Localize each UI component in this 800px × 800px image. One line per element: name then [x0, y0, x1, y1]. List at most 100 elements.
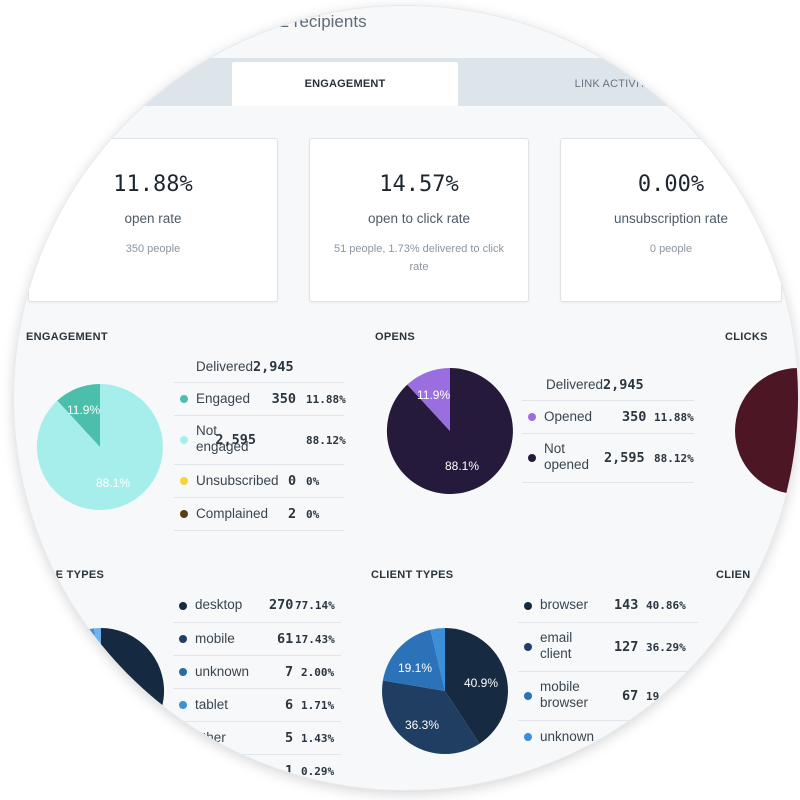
opens-pie-chart: 11.9% 88.1%: [386, 367, 513, 494]
client-types-section-title: CLIENT TYPES: [371, 569, 454, 581]
client-types-legend: browser 143 40.86% email client 127 36.2…: [518, 590, 698, 753]
pie-slice-email-client: [382, 680, 480, 754]
pie-slice-unknown: [74, 629, 101, 691]
legend-row-not-opened: Not opened 2,595 88.12%: [522, 433, 694, 483]
legend-percent: 0%: [306, 475, 320, 488]
unsubscription-card: 0.00% unsubscription rate 0 people: [560, 138, 782, 302]
legend-percent: 19.14%: [646, 690, 686, 703]
legend-row-last: 1 0.29%: [173, 754, 341, 787]
legend-count: 350: [622, 409, 647, 425]
last-dot-icon: [179, 767, 187, 775]
legend-label: email client: [540, 630, 573, 661]
legend-percent: 36.29%: [646, 641, 686, 654]
opens-delivered: Delivered2,945: [522, 370, 694, 400]
legend-label: Engaged: [196, 391, 251, 406]
not-opened-dot-icon: [528, 454, 536, 462]
tab-link-activity[interactable]: LINK ACTIVITY AND C: [574, 78, 692, 90]
delivered-label: Delivered: [196, 359, 254, 374]
open-to-click-value: 14.57%: [379, 172, 459, 197]
legend-label: other: [195, 730, 226, 745]
legend-row-browser: browser 143 40.86%: [518, 590, 698, 622]
recipients-title: ,022 recipients: [256, 12, 367, 31]
unknown-dot-icon: [524, 733, 532, 741]
pie-label-mobile-browser: 19.1%: [398, 661, 432, 675]
legend-count: 350: [271, 391, 296, 407]
mobile-browser-dot-icon: [524, 692, 532, 700]
legend-percent: 17.43%: [295, 633, 335, 646]
pie-label-opened: 11.9%: [417, 388, 450, 402]
pie-slice-desktop: [39, 628, 165, 754]
legend-label: mobile browser: [540, 679, 589, 710]
legend-label: tablet: [195, 697, 229, 712]
email-client-dot-icon: [524, 643, 532, 651]
legend-label: Not opened: [544, 441, 590, 472]
legend-row-opened: Opened 350 11.88%: [522, 400, 694, 433]
legend-count: 127: [614, 639, 639, 655]
engagement-delivered: Delivered2,945: [174, 352, 344, 382]
open-to-click-label: open to click rate: [367, 211, 471, 226]
pie-label-not-opened: 88.1%: [445, 459, 479, 473]
unsubscribed-dot-icon: [180, 477, 188, 485]
device-types-legend: desktop 270 77.14% mobile 61 17.43% unkn…: [173, 590, 341, 787]
legend-label: mobile: [195, 631, 235, 646]
tablet-dot-icon: [179, 701, 187, 709]
legend-row-complained: Complained 2 0%: [174, 497, 344, 531]
not-engaged-dot-icon: [180, 436, 188, 444]
delivered-value: 2,945: [253, 359, 294, 375]
legend-row-unsubscribed: Unsubscribed 0 0%: [174, 464, 344, 497]
open-rate-label: open rate: [124, 211, 182, 226]
open-rate-value: 11.88%: [113, 172, 193, 197]
delivered-label: Delivered: [546, 377, 604, 392]
pie-slice-not-opened: [386, 368, 513, 494]
unsubscription-value: 0.00%: [637, 172, 705, 197]
legend-percent: 88.12%: [654, 452, 694, 465]
client-types-pie-chart: 40.9% 36.3% 19.1%: [382, 628, 508, 754]
pie-label-engaged: 11.9%: [67, 403, 100, 417]
pie-slice-tablet: [86, 628, 101, 691]
open-to-click-card: 14.57% open to click rate 51 people, 1.7…: [309, 138, 529, 302]
magnifier-lens: ,022 recipients ENGAGEMENT LINK ACTIVITY…: [14, 6, 798, 790]
legend-percent: 11.88%: [654, 411, 694, 424]
legend-count: 7: [285, 664, 294, 680]
pie-label-email-client: 36.3%: [405, 718, 439, 732]
legend-percent: 11.88%: [306, 393, 346, 406]
legend-count: 0: [288, 473, 297, 489]
pie-slice-other: [94, 628, 101, 691]
engagement-pie-chart: 11.9% 88.1%: [36, 383, 163, 510]
legend-label: browser: [540, 597, 589, 612]
legend-row-unknown: unknown 7 2.00%: [173, 655, 341, 688]
legend-count: 2,595: [215, 432, 256, 448]
legend-percent: 1.71%: [301, 699, 335, 712]
tab-engagement[interactable]: ENGAGEMENT: [232, 62, 458, 106]
opens-section-title: OPENS: [375, 331, 416, 343]
device-types-section-title: ICE TYPES: [44, 569, 105, 581]
legend-percent: 77.14%: [295, 599, 335, 612]
unsubscription-sub: 0 people: [649, 243, 693, 255]
unknown-dot-icon: [179, 668, 187, 676]
legend-percent: 0.29%: [301, 765, 335, 778]
legend-count: 5: [285, 730, 294, 746]
pie-slice-mobile-browser: [382, 629, 445, 691]
legend-count: 2: [288, 506, 297, 522]
browser-dot-icon: [524, 602, 532, 610]
legend-count: 1: [285, 763, 294, 779]
pie-slice-clicks: [735, 368, 798, 494]
pie-slice-browser: [445, 628, 508, 744]
legend-count: 6: [285, 697, 294, 713]
engagement-section-title: ENGAGEMENT: [26, 331, 108, 343]
open-rate-card: 11.88% open rate 350 people: [28, 138, 278, 302]
legend-row-email-client: email client 127 36.29%: [518, 622, 698, 671]
legend-count: 270: [269, 597, 294, 613]
pie-slice-engaged: [57, 383, 100, 447]
legend-row-mobile: mobile 61 17.43%: [173, 622, 341, 655]
legend-percent: 0%: [306, 508, 320, 521]
mobile-dot-icon: [179, 635, 187, 643]
unsubscription-label: unsubscription rate: [613, 211, 729, 226]
legend-row-not-engaged: Not engaged 2,595 88.12%: [174, 415, 346, 464]
legend-percent: 1.43%: [301, 732, 335, 745]
legend-count: 2,595: [604, 450, 645, 466]
legend-row-engaged: Engaged 350 11.88%: [174, 382, 346, 415]
legend-row-tablet: tablet 6 1.71%: [173, 688, 341, 721]
pie-label-not-engaged: 88.1%: [96, 476, 130, 490]
opened-dot-icon: [528, 413, 536, 421]
